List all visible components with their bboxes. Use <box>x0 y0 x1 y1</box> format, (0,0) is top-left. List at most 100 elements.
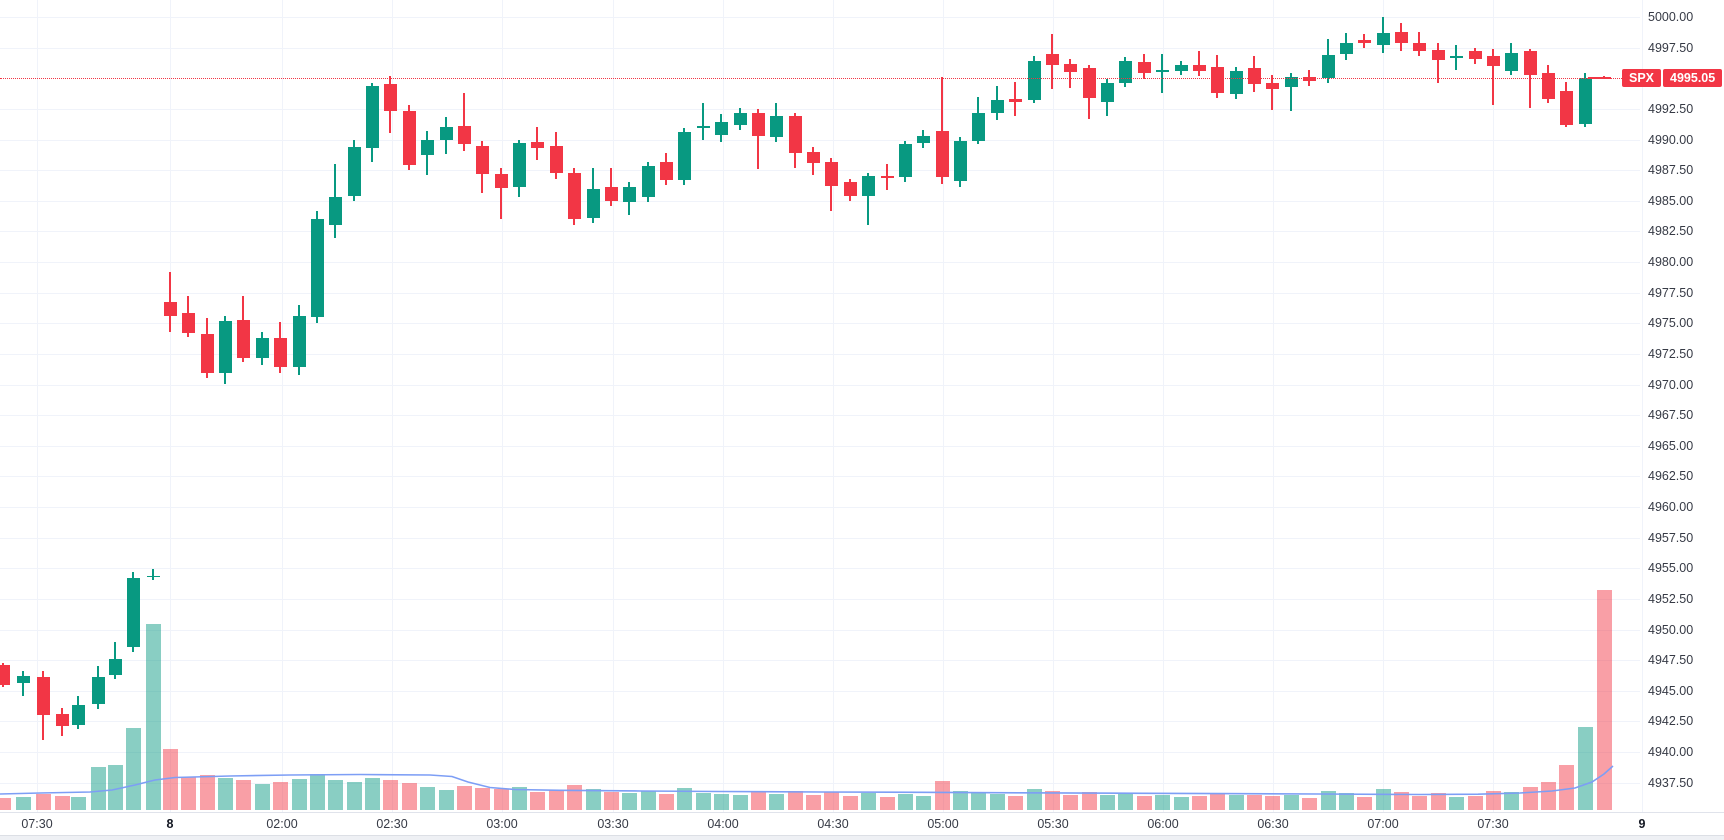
candle-wick <box>169 271 171 332</box>
candle-wick <box>152 569 154 581</box>
volume-bar <box>272 782 288 810</box>
gridline-vertical <box>1273 0 1274 812</box>
volume-bar <box>1062 795 1078 810</box>
volume-bar <box>566 785 582 810</box>
candle-body <box>71 705 85 726</box>
bottom-toolbar-edge <box>0 835 1724 840</box>
volume-bar <box>750 791 766 810</box>
candle-body <box>677 132 691 180</box>
symbol-label: SPX <box>1622 68 1662 87</box>
volume-bar <box>915 796 931 810</box>
gridline-horizontal <box>0 200 1640 202</box>
gridline-vertical <box>723 0 724 812</box>
price-tick-label: 4947.50 <box>1648 653 1694 668</box>
candle-body <box>604 187 618 201</box>
price-tick-label: 4962.50 <box>1648 469 1694 484</box>
candle-wick <box>1198 51 1200 76</box>
time-axis[interactable]: 07:30 8 02:00 02:30 03:00 03:30 04:00 04:30 05:0… <box>0 812 1724 835</box>
price-tick-label: 4945.00 <box>1648 683 1694 698</box>
candle-wick <box>610 167 612 206</box>
volume-bar <box>419 787 435 810</box>
price-tick-label: 4942.50 <box>1648 714 1694 729</box>
candle-body <box>641 166 655 198</box>
candle-body <box>91 677 105 705</box>
gridline-horizontal <box>0 139 1640 141</box>
volume-bar <box>456 786 472 810</box>
price-axis[interactable]: 5000.00 4997.50 4992.50 4990.00 4987.50 4985.… <box>1648 0 1724 812</box>
volume-bar <box>401 783 417 810</box>
volume-bar <box>145 624 161 810</box>
candle-body <box>861 176 875 196</box>
gridline-horizontal <box>0 721 1640 723</box>
volume-bar <box>309 774 325 810</box>
candle-wick <box>941 77 943 184</box>
volume-bar <box>511 787 527 810</box>
candle-body <box>824 161 838 187</box>
volume-bar <box>107 765 123 810</box>
volume-bar <box>1264 796 1280 810</box>
volume-bar <box>346 782 362 810</box>
volume-bar <box>1136 796 1152 810</box>
candle-body <box>1578 77 1592 124</box>
price-tick-label: 4972.50 <box>1648 346 1694 361</box>
volume-bar <box>1503 792 1519 810</box>
candle-body <box>714 122 728 135</box>
volume-bar <box>1522 787 1538 810</box>
candle-body <box>1155 69 1169 73</box>
volume-bar <box>180 777 196 810</box>
volume-bar <box>1044 791 1060 810</box>
gridline-horizontal <box>0 108 1640 110</box>
gridline-vertical <box>170 0 171 812</box>
candle-body <box>1210 67 1224 93</box>
candle-body <box>1523 51 1537 75</box>
candle-body <box>310 219 324 318</box>
last-price-value: 4995.05 <box>1663 68 1723 87</box>
candle-wick <box>463 92 465 151</box>
gridline-horizontal <box>0 323 1640 325</box>
candle-body <box>751 112 765 136</box>
volume-bar <box>327 780 343 810</box>
candle-wick <box>1069 58 1071 89</box>
volume-bar <box>235 780 251 810</box>
candle-wick <box>1290 73 1292 112</box>
time-tick-label: 05:00 <box>927 817 959 831</box>
gridline-horizontal <box>0 262 1640 263</box>
volume-bar <box>1026 789 1042 810</box>
candle-wick <box>1271 74 1273 111</box>
price-tick-label: 4940.00 <box>1648 745 1694 759</box>
volume-bar <box>162 749 178 810</box>
gridline-horizontal <box>0 752 1640 753</box>
price-pane[interactable] <box>0 0 1724 812</box>
candle-body <box>953 140 967 182</box>
time-tick-label: 02:30 <box>376 817 408 831</box>
price-tick-label: 4965.00 <box>1648 438 1694 453</box>
volume-bar <box>529 792 545 810</box>
gridline-vertical <box>833 0 834 812</box>
candle-body <box>439 127 453 140</box>
candle-body <box>1357 40 1371 43</box>
volume-bar <box>989 794 1005 810</box>
candle-body <box>347 146 361 196</box>
volume-bar <box>1467 796 1483 810</box>
candle-body <box>971 112 985 141</box>
candle-body <box>1504 52 1518 71</box>
candle-body <box>769 116 783 138</box>
volume-bar <box>1117 794 1133 810</box>
candle-wick <box>867 172 869 226</box>
candle-body <box>549 145 563 173</box>
gridline-vertical <box>282 0 283 812</box>
volume-bar <box>1596 590 1612 810</box>
volume-bar <box>1540 782 1556 810</box>
volume-bar <box>676 788 692 810</box>
last-price-dotted-line <box>0 77 1588 79</box>
candle-body <box>806 151 820 163</box>
gridline-vertical <box>37 0 38 812</box>
price-tick-label: 4970.00 <box>1648 377 1694 392</box>
volume-bar <box>1485 791 1501 810</box>
volume-bar <box>0 798 11 810</box>
volume-bar <box>768 794 784 810</box>
volume-bar <box>1154 795 1170 810</box>
volume-bar <box>787 791 803 810</box>
price-tick-label: 4957.50 <box>1648 530 1694 545</box>
candle-body <box>1541 73 1555 100</box>
